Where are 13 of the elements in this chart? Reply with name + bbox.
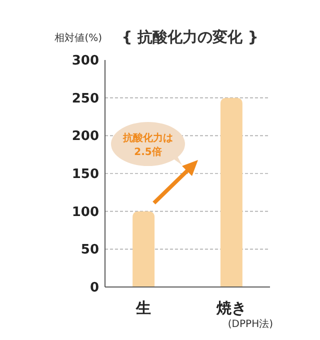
y-tick-label: 150 [72,167,99,182]
x-tick-label: 生 [135,299,152,317]
y-tick-label: 250 [72,91,99,106]
text: (DPPH法) [228,318,274,330]
annotation: 抗酸化力は 2.5倍 [122,132,173,158]
y-tick-label: 0 [90,280,99,296]
y-tick-label: 200 [72,129,99,144]
y-axis-title: 相対値(%) [54,32,102,44]
chart-title: { 抗酸化力の変化 } [122,28,258,46]
x-tick-label: 焼き [215,299,246,317]
y-tick-label: 50 [80,242,99,258]
y-tick-label: 300 [72,54,99,69]
y-tick-label: 100 [72,204,99,220]
